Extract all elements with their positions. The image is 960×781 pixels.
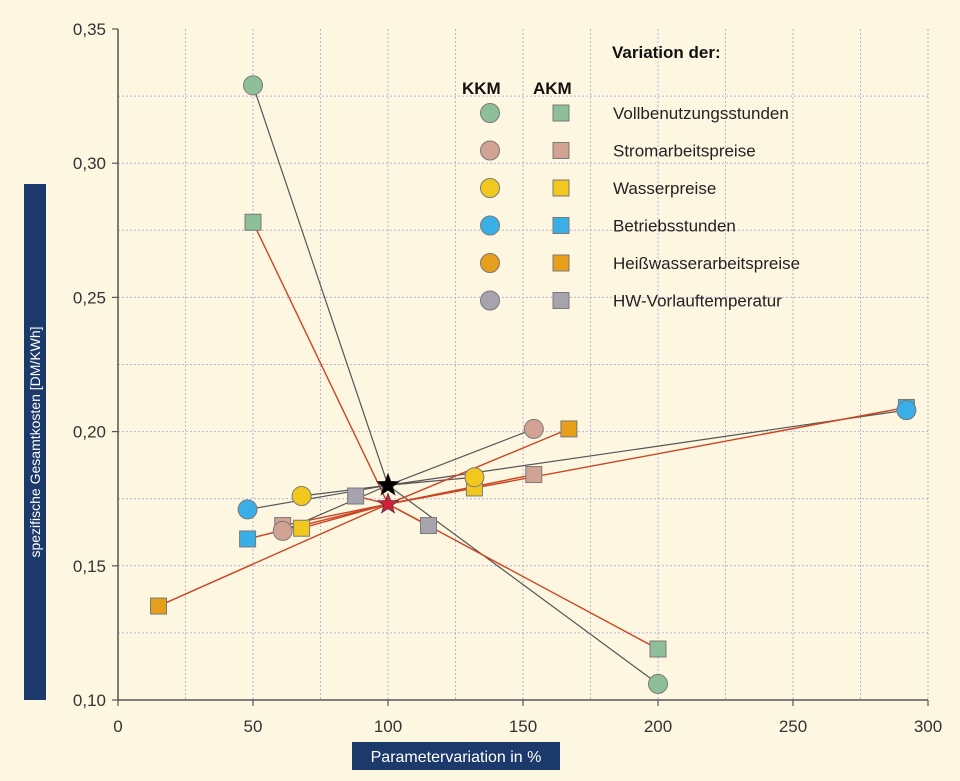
- legend-kkm-marker: [480, 215, 500, 236]
- akm-connector-line: [387, 428, 570, 505]
- legend-label: Wasserpreise: [613, 179, 716, 198]
- legend-title: Variation der:: [612, 43, 721, 62]
- legend-kkm-marker: [480, 290, 500, 311]
- legend: Variation der: KKM AKM Vollbenutzungsstu…: [462, 43, 800, 311]
- kkm-connector-line: [387, 476, 475, 486]
- x-tick-label: 300: [914, 717, 942, 736]
- grid: [118, 29, 928, 700]
- legend-label: HW-Vorlauftemperatur: [613, 292, 782, 311]
- legend-kkm-marker: [480, 103, 500, 123]
- legend-label: Betriebsstunden: [613, 217, 736, 236]
- legend-kkm-marker: [480, 140, 500, 161]
- legend-kkm-marker: [480, 253, 500, 273]
- kkm-marker: [464, 467, 485, 488]
- kkm-marker: [648, 673, 668, 694]
- data-markers: [150, 75, 917, 694]
- kkm-marker: [291, 486, 312, 507]
- legend-label: Stromarbeitspreise: [613, 142, 756, 161]
- x-tick-label: 250: [779, 717, 807, 736]
- y-tick-label: 0,20: [73, 423, 106, 442]
- x-tick-label: 200: [644, 717, 672, 736]
- kkm-marker: [523, 418, 544, 439]
- akm-marker: [293, 519, 311, 537]
- x-tick-label: 100: [374, 717, 402, 736]
- kkm-connector-line: [301, 484, 389, 497]
- x-tick-label: 0: [113, 717, 122, 736]
- kkm-marker: [896, 400, 917, 421]
- legend-akm-marker: [552, 217, 570, 234]
- legend-akm-marker: [552, 179, 570, 197]
- akm-marker: [560, 420, 578, 438]
- akm-connector-line: [158, 503, 389, 607]
- kkm-marker: [237, 499, 258, 520]
- kkm-reference-star: [375, 472, 401, 496]
- kkm-marker: [243, 75, 263, 96]
- y-tick-label: 0,10: [73, 691, 106, 710]
- y-tick-label: 0,35: [73, 20, 106, 39]
- akm-reference-star: [376, 492, 400, 514]
- akm-marker: [239, 530, 257, 548]
- x-tick-label: 50: [244, 717, 263, 736]
- kkm-connector-line: [247, 484, 389, 511]
- y-axis-label: spezifische Gesamtkosten [DM/KWh]: [24, 184, 46, 700]
- y-tick-label: 0,25: [73, 288, 106, 307]
- legend-header-kkm: KKM: [462, 79, 501, 98]
- legend-label: Vollbenutzungsstunden: [613, 104, 789, 123]
- legend-akm-marker: [552, 254, 570, 272]
- akm-marker: [150, 597, 167, 615]
- akm-connector-line: [247, 503, 389, 540]
- kkm-connector-line: [252, 85, 389, 486]
- legend-kkm-marker: [480, 178, 500, 198]
- legend-akm-marker: [552, 292, 570, 309]
- kkm-marker: [272, 520, 293, 541]
- y-axis-label-text: spezifische Gesamtkosten [DM/KWh]: [27, 326, 43, 557]
- akm-connector-line: [252, 221, 389, 505]
- x-tick-label: 150: [509, 717, 537, 736]
- x-axis-label-text: Parametervariation in %: [371, 749, 542, 766]
- akm-marker: [244, 213, 262, 231]
- legend-akm-marker: [552, 104, 570, 122]
- tick-labels: 0 50 100 150 200 250 300 0,10 0,15 0,20 0,25 0,30 0,…: [73, 20, 942, 736]
- akm-marker: [420, 517, 437, 535]
- axes: [112, 28, 929, 706]
- legend-header-akm: AKM: [533, 79, 572, 98]
- x-axis-label: Parametervariation in %: [352, 742, 560, 770]
- reference-stars: [375, 472, 401, 514]
- akm-marker: [525, 466, 543, 484]
- akm-marker: [649, 640, 667, 658]
- y-tick-label: 0,15: [73, 557, 106, 576]
- kkm-connector-line: [387, 428, 535, 486]
- legend-label: Heißwasserarbeitspreise: [613, 254, 800, 273]
- akm-marker: [347, 487, 365, 505]
- y-tick-label: 0,30: [73, 154, 106, 173]
- legend-akm-marker: [552, 142, 570, 159]
